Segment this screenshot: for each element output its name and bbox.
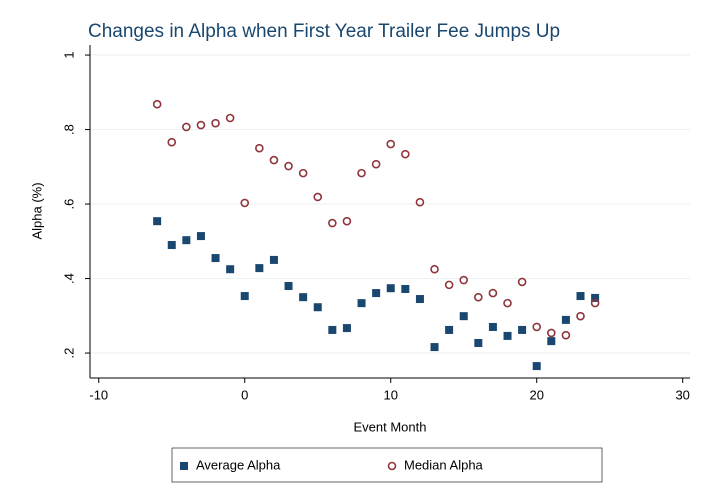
- point: [342, 324, 351, 333]
- x-tick-label: 10: [383, 387, 397, 402]
- point: [298, 168, 308, 178]
- point: [182, 236, 191, 245]
- point: [328, 218, 337, 228]
- point: [240, 292, 249, 301]
- point: [284, 161, 293, 171]
- point: [547, 328, 556, 338]
- point: [474, 338, 483, 347]
- y-axis-title: Alpha (%): [29, 182, 44, 239]
- point: [444, 280, 454, 290]
- legend-label: Median Alpha: [404, 457, 484, 472]
- x-tick-label: 20: [529, 387, 543, 402]
- point: [415, 197, 425, 207]
- point: [269, 255, 278, 264]
- point: [342, 216, 352, 226]
- point: [459, 312, 468, 321]
- x-tick-label: 0: [241, 387, 248, 402]
- point: [386, 139, 396, 149]
- legend-marker: [180, 462, 188, 470]
- point: [313, 303, 322, 312]
- point: [488, 288, 498, 298]
- point: [445, 325, 454, 334]
- y-tick-label: 1: [61, 51, 76, 58]
- point: [591, 293, 600, 302]
- legend-label: Average Alpha: [196, 457, 281, 472]
- x-axis-title: Event Month: [354, 419, 427, 434]
- point: [226, 265, 235, 274]
- point: [561, 330, 571, 340]
- point: [167, 137, 177, 147]
- point: [225, 113, 235, 123]
- point: [590, 298, 600, 308]
- point: [357, 168, 366, 178]
- point: [255, 143, 264, 153]
- point: [430, 264, 439, 274]
- point: [517, 277, 527, 287]
- point: [459, 275, 469, 285]
- point: [430, 343, 439, 352]
- point: [488, 322, 497, 331]
- point: [372, 289, 381, 298]
- point: [240, 198, 250, 208]
- point: [532, 362, 541, 371]
- point: [532, 322, 542, 332]
- point: [152, 99, 162, 109]
- y-tick-label: .8: [61, 124, 76, 135]
- point: [284, 281, 293, 290]
- point: [401, 284, 410, 293]
- point: [182, 122, 191, 132]
- point: [386, 284, 395, 293]
- point: [211, 254, 220, 263]
- point: [371, 159, 381, 169]
- point: [167, 241, 176, 250]
- point: [211, 118, 220, 128]
- point: [576, 292, 585, 301]
- point: [503, 331, 512, 340]
- point: [196, 120, 206, 130]
- point: [474, 292, 483, 302]
- point: [153, 217, 162, 226]
- point: [255, 264, 264, 273]
- point: [299, 293, 308, 302]
- y-tick-label: .2: [61, 348, 76, 359]
- chart-title: Changes in Alpha when First Year Trailer…: [88, 21, 560, 42]
- point: [269, 155, 279, 165]
- point: [328, 325, 337, 334]
- point: [401, 149, 410, 159]
- point: [415, 295, 424, 304]
- x-tick-label: 30: [675, 387, 689, 402]
- point: [357, 299, 366, 308]
- legend-marker: [387, 461, 397, 471]
- point: [561, 315, 570, 324]
- y-tick-label: .4: [61, 273, 76, 284]
- y-tick-label: .6: [61, 199, 76, 210]
- point: [196, 232, 205, 241]
- point: [576, 311, 585, 321]
- point: [547, 337, 556, 346]
- point: [518, 325, 527, 334]
- x-tick-label: -10: [89, 387, 108, 402]
- point: [503, 298, 512, 308]
- legend-box: [171, 447, 603, 483]
- point: [313, 192, 323, 202]
